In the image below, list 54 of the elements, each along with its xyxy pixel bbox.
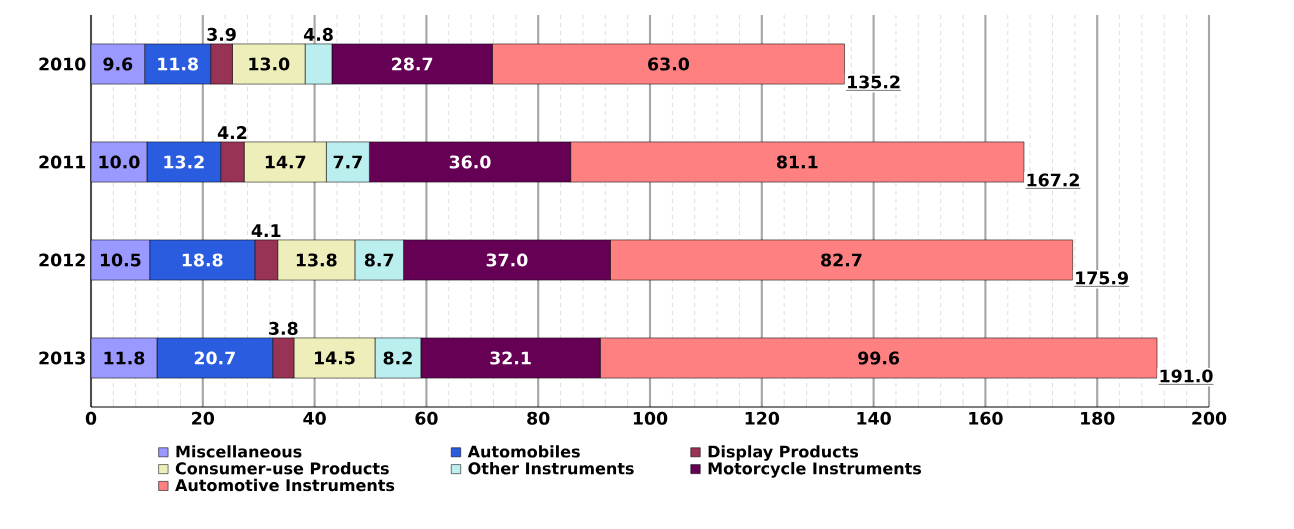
data-label: 14.7 — [265, 155, 306, 169]
legend-label: Motorcycle Instruments — [708, 462, 922, 478]
x-tick-label: 60 — [415, 411, 438, 425]
x-tick-label: 200 — [1192, 411, 1227, 425]
data-label: 18.8 — [182, 253, 223, 267]
data-label: 4.1 — [251, 224, 281, 237]
y-tick-label: 2013 — [39, 351, 85, 365]
x-tick-label: 40 — [303, 411, 326, 425]
data-label: 7.7 — [333, 155, 362, 169]
data-label: 36.0 — [449, 155, 491, 169]
x-tick-label: 80 — [527, 411, 550, 425]
x-tick-label: 160 — [969, 411, 1003, 425]
data-label: 11.8 — [104, 351, 145, 365]
data-label: 13.0 — [249, 57, 290, 71]
legend-label: Other Instruments — [468, 462, 634, 475]
total-label: 135.2 — [848, 75, 900, 89]
y-tick-label: 2011 — [39, 155, 86, 169]
x-tick-label: 120 — [745, 411, 780, 425]
data-label: 63.0 — [648, 57, 690, 71]
data-label: 4.8 — [303, 27, 333, 41]
data-label: 82.7 — [821, 253, 862, 267]
y-tick-label: 2010 — [39, 57, 86, 71]
data-label: 99.6 — [858, 351, 900, 365]
data-label: 32.1 — [490, 351, 531, 365]
data-label: 81.1 — [776, 155, 818, 169]
data-label: 37.0 — [486, 253, 528, 267]
legend-label: Display Products — [708, 445, 859, 461]
data-label: 14.5 — [315, 351, 355, 365]
data-label: 8.2 — [383, 351, 412, 365]
data-label: 13.2 — [164, 155, 204, 169]
legend-label: Automobiles — [467, 445, 580, 458]
total-label: 175.9 — [1076, 271, 1128, 285]
y-tick-label: 2012 — [39, 253, 85, 267]
data-label: 20.7 — [194, 351, 235, 365]
data-label: 10.0 — [99, 155, 140, 169]
total-label: 191.0 — [1160, 369, 1213, 383]
x-tick-label: 180 — [1081, 411, 1115, 425]
x-tick-label: 140 — [857, 411, 891, 425]
data-label: 13.8 — [296, 253, 337, 267]
data-label: 10.5 — [100, 253, 141, 267]
data-label: 9.6 — [103, 57, 133, 71]
data-label: 11.8 — [158, 57, 198, 71]
data-label: 28.7 — [392, 57, 433, 71]
data-label: 3.9 — [207, 27, 236, 41]
data-label: 8.7 — [364, 253, 394, 267]
data-label: 3.8 — [269, 321, 298, 335]
legend-label: Miscellaneous — [176, 445, 302, 458]
x-tick-label: 100 — [633, 411, 668, 425]
x-tick-label: 0 — [85, 411, 97, 425]
total-label: 167.2 — [1027, 173, 1079, 187]
x-tick-label: 20 — [192, 411, 215, 425]
legend-label: Consumer-use Products — [175, 462, 389, 475]
legend-label: Automotive Instruments — [175, 478, 395, 492]
data-label: 4.2 — [217, 126, 247, 139]
